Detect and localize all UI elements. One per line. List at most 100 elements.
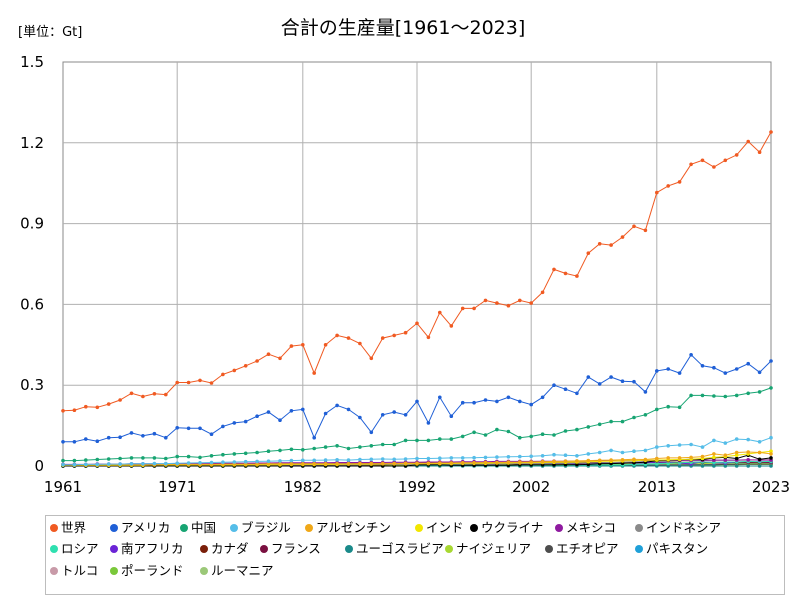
- data-point: [643, 448, 648, 453]
- legend-marker: [50, 567, 58, 575]
- data-point: [380, 336, 385, 340]
- data-point: [483, 433, 488, 437]
- data-point: [643, 457, 648, 462]
- data-point: [415, 456, 419, 461]
- data-point: [392, 333, 397, 338]
- data-point: [84, 437, 88, 441]
- legend-item: ロシア: [50, 541, 99, 557]
- data-point: [769, 449, 773, 454]
- chart-title: 合計の生産量[1961～2023]: [281, 17, 526, 39]
- x-tick-label: 2002: [512, 478, 550, 496]
- data-point: [301, 458, 305, 463]
- data-point: [632, 449, 636, 454]
- data-point: [689, 393, 693, 398]
- data-point: [243, 364, 248, 368]
- data-point: [677, 443, 682, 447]
- data-point: [757, 457, 762, 462]
- data-point: [323, 462, 328, 466]
- data-point: [358, 415, 362, 420]
- legend-item: メキシコ: [555, 520, 616, 536]
- data-point: [266, 410, 271, 414]
- data-point: [757, 450, 762, 455]
- data-point: [575, 427, 579, 432]
- data-point: [403, 330, 408, 335]
- data-point: [301, 407, 305, 412]
- data-point: [677, 456, 682, 460]
- data-point: [518, 460, 522, 465]
- data-point: [335, 444, 339, 448]
- data-point: [403, 438, 408, 443]
- data-point: [677, 371, 682, 375]
- legend-marker: [110, 524, 118, 532]
- data-point: [175, 426, 179, 430]
- data-point: [129, 431, 134, 435]
- data-point: [552, 433, 556, 437]
- data-point: [198, 455, 202, 460]
- data-point: [164, 392, 168, 397]
- legend-item: ポーランド: [110, 563, 184, 579]
- data-point: [769, 452, 773, 456]
- legend-marker: [415, 524, 423, 532]
- data-point: [540, 454, 545, 458]
- data-point: [118, 435, 122, 440]
- data-point: [369, 444, 374, 448]
- data-point: [95, 439, 100, 444]
- data-point: [255, 359, 259, 363]
- legend-label: ナイジェリア: [456, 541, 532, 556]
- data-point: [278, 459, 282, 463]
- data-point: [118, 456, 122, 461]
- legend-marker: [445, 545, 453, 553]
- data-point: [164, 456, 168, 461]
- data-point: [380, 442, 385, 447]
- data-point: [72, 458, 77, 463]
- data-point: [141, 456, 145, 460]
- data-point: [61, 440, 65, 444]
- data-point: [723, 441, 728, 445]
- data-point: [643, 228, 648, 233]
- data-point: [289, 458, 294, 463]
- data-point: [232, 452, 237, 456]
- data-point: [563, 459, 568, 464]
- data-point: [438, 437, 442, 441]
- data-point: [712, 438, 716, 443]
- data-point: [61, 462, 65, 467]
- data-point: [164, 461, 168, 466]
- legend-label: アルゼンチン: [316, 520, 391, 535]
- data-point: [72, 408, 77, 413]
- data-point: [392, 442, 397, 447]
- data-point: [232, 368, 237, 373]
- data-point: [495, 427, 499, 432]
- data-point: [540, 459, 545, 464]
- data-point: [472, 306, 476, 311]
- data-point: [449, 324, 454, 328]
- data-point: [769, 359, 773, 363]
- data-point: [769, 456, 773, 460]
- legend-marker: [345, 545, 353, 553]
- data-point: [563, 271, 568, 276]
- data-point: [712, 452, 716, 456]
- data-point: [632, 224, 636, 229]
- data-point: [540, 432, 545, 437]
- data-point: [380, 461, 385, 466]
- chart-legend: 世界 アメリカ 中国 ブラジル アルゼンチン インド ウクライナ メキシコ インドネシア ロシア 南…: [45, 515, 785, 595]
- data-point: [769, 130, 773, 134]
- data-point: [335, 333, 339, 338]
- data-point: [700, 464, 705, 468]
- data-point: [335, 462, 339, 466]
- data-point: [141, 434, 145, 438]
- data-point: [666, 367, 670, 371]
- data-point: [655, 456, 659, 461]
- data-point: [723, 158, 728, 163]
- unit-label: [単位：Gt]: [18, 24, 82, 40]
- data-point: [769, 386, 773, 390]
- data-point: [106, 457, 111, 461]
- data-point: [506, 303, 511, 308]
- data-point: [323, 458, 328, 462]
- data-point: [346, 446, 351, 451]
- legend-label: パキスタン: [646, 541, 709, 556]
- data-point: [266, 459, 271, 464]
- data-point: [266, 449, 271, 454]
- data-point: [609, 458, 613, 462]
- data-point: [278, 462, 282, 466]
